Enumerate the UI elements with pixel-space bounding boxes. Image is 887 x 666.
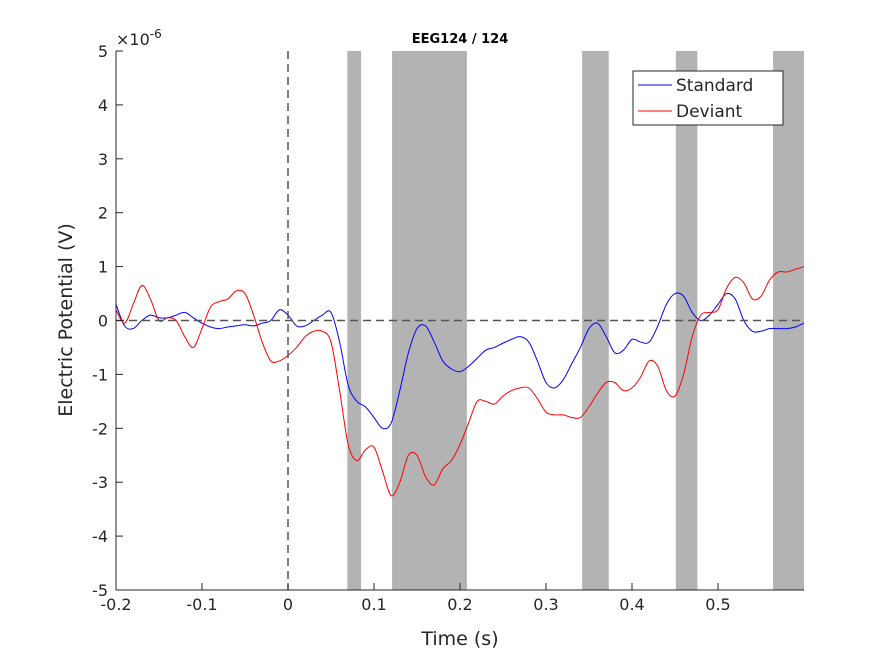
series-line-standard: [115, 292, 805, 430]
y-multiplier-base: ×10: [116, 30, 150, 49]
legend: Standard Deviant: [632, 70, 784, 126]
axes: -0.2 -0.1 0 0.1 0.2 0.3 0.4 0.5 -5 -4 -3 -2 -1 0 1 2 3 4 5: [92, 42, 804, 614]
legend-label-standard: Standard: [676, 76, 753, 96]
y-tick-label: -2: [92, 419, 108, 438]
y-multiplier-exponent: -6: [150, 27, 162, 41]
y-axis-label: Electric Potential (V): [55, 223, 77, 417]
y-tick-label: 4: [98, 96, 108, 115]
x-tick-label: -0.2: [100, 595, 131, 614]
legend-box: [632, 70, 784, 126]
y-tick-label: 0: [98, 312, 108, 331]
shaded-interval: [675, 51, 698, 590]
x-axis-label: Time (s): [420, 628, 498, 650]
y-multiplier: ×10-6: [116, 27, 162, 49]
x-tick-label: 0.2: [447, 595, 472, 614]
x-tick-label: 0.3: [533, 595, 558, 614]
x-tick-label: 0.4: [619, 595, 644, 614]
x-tick-label: 0.5: [705, 595, 730, 614]
x-tick-label: -0.1: [186, 595, 217, 614]
y-tick-label: -3: [92, 473, 108, 492]
y-tick-label: 1: [98, 258, 108, 277]
y-tick-label: -4: [92, 527, 108, 546]
legend-label-deviant: Deviant: [676, 102, 743, 122]
y-tick-label: -5: [92, 581, 108, 600]
x-tick-label: 0: [283, 595, 293, 614]
y-tick-label: -1: [92, 365, 108, 384]
y-tick-label: 2: [98, 204, 108, 223]
x-tick-label: 0.1: [361, 595, 386, 614]
series-lines: [115, 266, 805, 497]
chart-title: EEG124 / 124: [412, 32, 509, 47]
y-tick-label: 3: [98, 150, 108, 169]
y-tick-label: 5: [98, 42, 108, 61]
series-line-deviant: [115, 266, 805, 497]
